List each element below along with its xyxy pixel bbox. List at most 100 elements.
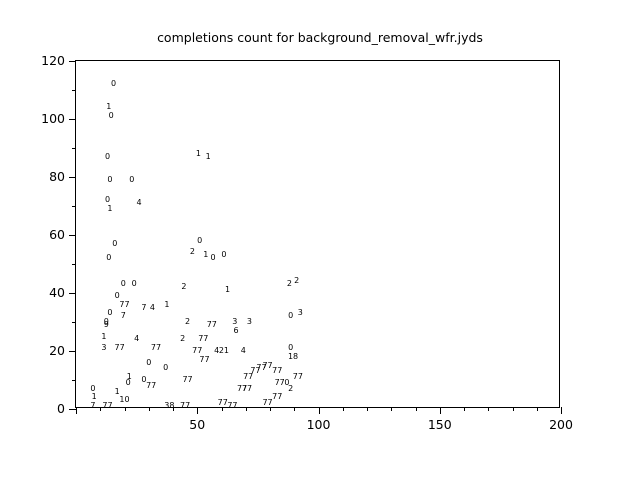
- data-point-label: 3: [101, 343, 107, 353]
- data-point-label: 10: [119, 395, 130, 405]
- data-point-label: 77: [150, 343, 162, 353]
- data-point-label: 0: [108, 111, 114, 121]
- data-point-label: 77: [227, 401, 238, 407]
- data-point-label: 0: [163, 363, 169, 373]
- data-point-label: 0: [129, 174, 135, 184]
- x-axis-tick: [561, 407, 562, 414]
- data-point-label: 77: [250, 366, 261, 376]
- data-point-label: 0: [197, 235, 203, 245]
- data-point-label: 0: [103, 317, 109, 326]
- data-point-label: 1: [195, 148, 201, 158]
- y-axis-tick: [69, 293, 76, 294]
- x-axis-tick-label: 200: [549, 417, 573, 432]
- data-point-label: 18: [287, 351, 299, 361]
- x-axis-tick: [197, 407, 199, 414]
- data-point-label: 77: [217, 398, 228, 407]
- data-point-label: 0: [221, 250, 227, 260]
- x-axis-tick: [512, 407, 514, 411]
- data-point-label: 2: [185, 317, 191, 326]
- data-point-label: 77: [198, 334, 209, 344]
- data-point-label: 7: [90, 401, 96, 407]
- data-point-label: 1: [91, 392, 97, 402]
- data-point-label: 0: [288, 311, 294, 321]
- x-axis-tick-label: 150: [427, 417, 452, 432]
- data-point-label: 77: [256, 363, 267, 373]
- y-axis-tick: [72, 380, 76, 381]
- data-point-label: 4: [214, 346, 220, 355]
- data-point-label: 0: [112, 238, 118, 248]
- x-axis-tick: [415, 407, 417, 411]
- x-axis-tick: [318, 407, 320, 414]
- data-point-label: 0: [114, 290, 120, 300]
- data-point-label: 77: [102, 401, 113, 407]
- data-point-label: 77: [262, 360, 273, 370]
- data-point-label: 6: [233, 325, 239, 335]
- data-point-label: 4: [134, 334, 140, 344]
- data-point-label: 77: [182, 375, 193, 384]
- data-point-label: 2: [294, 276, 300, 286]
- y-axis-tick: [69, 119, 76, 120]
- x-axis-tick: [439, 407, 441, 414]
- data-point-label: 1: [114, 386, 120, 396]
- data-point-label: 0: [106, 253, 112, 263]
- data-point-label: 1: [225, 285, 231, 295]
- data-point-label: 0: [210, 253, 216, 263]
- data-point-label: 1: [101, 331, 107, 341]
- y-axis-tick: [72, 206, 76, 207]
- page-title: completions count for background_removal…: [157, 30, 483, 45]
- y-axis-tick: [69, 235, 76, 236]
- y-axis-tick-label: 20: [49, 343, 65, 358]
- x-axis-tick: [76, 407, 77, 414]
- data-point-label: 2: [288, 383, 294, 393]
- x-axis-tick: [488, 407, 490, 411]
- y-axis-tick: [69, 351, 76, 352]
- data-point-label: 2: [286, 279, 292, 289]
- data-point-label: 4: [240, 346, 246, 355]
- data-point-label: 77: [272, 392, 283, 402]
- y-axis-tick: [69, 61, 76, 62]
- data-point-label: 1: [164, 299, 170, 309]
- y-axis-tick: [72, 322, 76, 323]
- y-axis-tick-label: 120: [41, 53, 65, 68]
- data-point-label: 1: [203, 250, 209, 260]
- data-point-label: 2: [189, 247, 195, 257]
- data-point-label: 0: [107, 308, 113, 318]
- data-point-label: 1: [106, 102, 112, 112]
- data-point-label: 77: [243, 372, 254, 382]
- x-axis-tick: [221, 407, 223, 411]
- y-axis-tick-label: 0: [57, 401, 65, 416]
- y-axis-tick: [72, 148, 76, 149]
- x-axis-tick-label: 100: [306, 417, 331, 432]
- data-point-label: 38: [164, 401, 175, 407]
- data-point-label: 0: [90, 383, 96, 393]
- data-point-label: 77: [192, 346, 203, 355]
- x-axis-tick: [270, 407, 271, 411]
- y-axis-tick-label: 100: [41, 111, 65, 126]
- data-point-label: 77: [206, 319, 217, 329]
- data-point-label: 0: [146, 357, 152, 367]
- data-point-label: 7: [141, 302, 147, 312]
- data-point-layer: 0 1 0 1 1 0 0 0 0 4 1 0 0 2 1 0 0 0 2 2 0 0 2 1 0 3 0 77 7 4 1 0 7 0 9 2 77 3…: [76, 61, 559, 407]
- x-axis-tick: [536, 407, 538, 411]
- data-point-label: 1: [107, 203, 113, 213]
- x-axis-tick: [245, 407, 247, 411]
- data-point-label: 0: [104, 195, 111, 205]
- x-axis-tick: [367, 407, 368, 411]
- y-axis-tick: [69, 409, 76, 410]
- data-point-label: 77: [241, 383, 253, 393]
- data-point-label: 0: [131, 279, 137, 289]
- x-axis-tick: [342, 407, 344, 411]
- data-point-label: 77: [114, 343, 125, 353]
- data-point-label: 77: [119, 299, 130, 309]
- data-point-label: 0: [284, 377, 290, 387]
- data-point-label: 1: [126, 372, 132, 382]
- data-point-label: 77: [274, 377, 285, 387]
- data-point-label: 77: [146, 380, 157, 390]
- data-point-label: 3: [246, 317, 252, 326]
- x-axis-tick: [464, 407, 465, 411]
- data-point-label: 1: [205, 151, 211, 161]
- data-point-label: 0: [125, 377, 131, 387]
- data-point-label: 0: [120, 279, 126, 289]
